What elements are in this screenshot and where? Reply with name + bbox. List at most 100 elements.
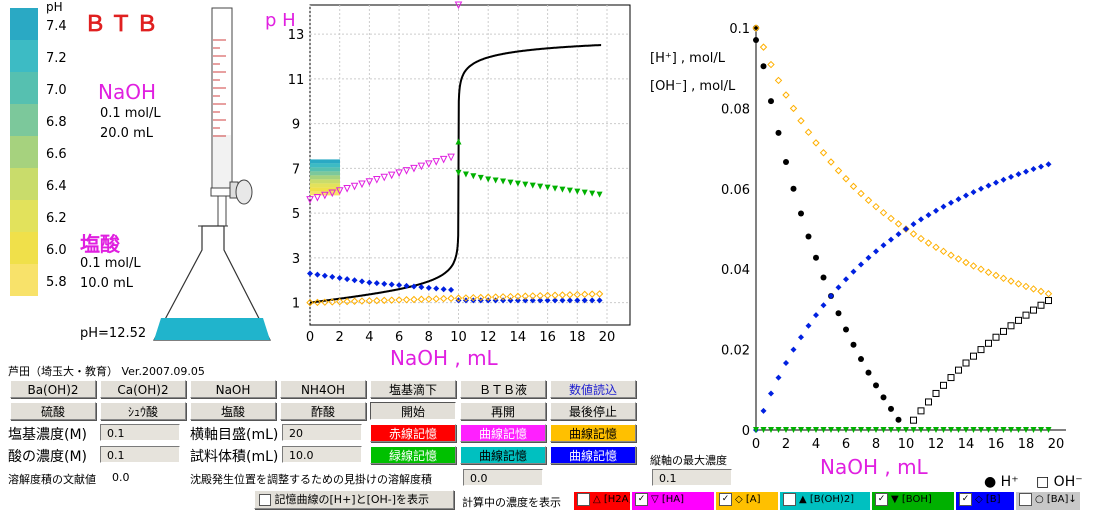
a-marker (410, 295, 418, 304)
boh-marker (873, 427, 879, 433)
a-marker (962, 258, 970, 267)
x-tick-label: 6 (395, 330, 403, 345)
conc-x-axis-label: NaOH , mL (820, 455, 929, 479)
species-checkbox[interactable]: ✓ ◇ [B] (956, 492, 1014, 510)
species-checkbox[interactable]: ○ [BA]↓ (1016, 492, 1080, 510)
y-tick-label: 5 (292, 207, 300, 222)
acid-conc-input[interactable]: 0.1 (100, 446, 180, 463)
b-marker (888, 236, 894, 243)
apparent-ksp-input[interactable]: 0.0 (463, 469, 543, 486)
control-button[interactable]: 最後停止 (550, 402, 636, 420)
analyte-vol: 10.0 mL (80, 276, 133, 291)
equivalence-marker (454, 1, 463, 10)
a-marker (306, 298, 314, 307)
a-marker (558, 291, 567, 299)
oh-marker (940, 381, 947, 389)
b-marker (351, 277, 358, 284)
boh-marker (522, 181, 529, 188)
b-marker (955, 196, 962, 203)
preset-button[interactable]: ＢＴＢ液 (460, 380, 546, 398)
control-button[interactable]: 開始 (370, 402, 456, 420)
memory-curve-button[interactable]: 曲線記憶 (460, 446, 546, 464)
preset-button[interactable]: 数値読込 (550, 380, 636, 398)
checkbox-icon (783, 492, 796, 506)
a-marker (782, 91, 790, 99)
b-marker (858, 261, 864, 268)
control-button[interactable]: ｼｭｳ酸 (100, 402, 186, 420)
control-button[interactable]: 再開 (460, 402, 546, 420)
btb-scale-value: 7.0 (46, 83, 67, 98)
x-tick-label: 6 (842, 437, 850, 452)
b-marker (396, 282, 403, 289)
b-marker (336, 275, 343, 282)
analyte-name: 塩酸 (80, 232, 120, 256)
b-marker (1045, 161, 1052, 168)
a-marker (417, 295, 426, 303)
btb-range-band (310, 171, 340, 176)
boh-marker (574, 188, 581, 195)
h-marker (790, 185, 797, 192)
a-marker (432, 295, 440, 303)
control-button[interactable]: 塩酸 (190, 402, 276, 420)
b-marker (760, 407, 767, 414)
species-checkbox[interactable]: ✓ ▼ [BOH] (872, 492, 954, 510)
x-tick-label: 4 (365, 330, 373, 345)
boh-marker (880, 427, 887, 433)
preset-button[interactable]: Ba(OH)2 (10, 380, 96, 398)
boh-marker (1008, 427, 1014, 433)
h-marker (813, 254, 819, 261)
h-marker (805, 233, 812, 240)
ha-marker (373, 176, 381, 184)
b-marker (307, 270, 313, 277)
control-button[interactable]: 酢酸 (280, 402, 366, 420)
boh-marker (566, 187, 573, 194)
y-tick-label: 0.06 (721, 183, 750, 198)
ph-x-axis-label: NaOH , mL (390, 346, 499, 370)
boh-marker (500, 178, 507, 185)
oh-marker (977, 346, 985, 354)
a-marker (395, 296, 403, 304)
b-marker (581, 297, 588, 304)
boh-marker (760, 427, 767, 433)
sample-label: 試料体積(mL) (190, 449, 279, 465)
b-marker (963, 192, 969, 199)
memory-curve-button[interactable]: 赤線記憶 (370, 424, 456, 442)
boh-marker (925, 427, 932, 433)
ha-marker (424, 160, 433, 168)
ymax-input[interactable]: 0.1 (652, 469, 732, 486)
checkbox-icon: ✓ (635, 492, 648, 506)
calc-conc-label: 計算中の濃度を表示 (462, 496, 561, 509)
preset-button[interactable]: Ca(OH)2 (100, 380, 186, 398)
preset-button[interactable]: 塩基滴下 (370, 380, 456, 398)
boh-marker (805, 427, 812, 433)
x-tick-label: 14 (958, 437, 975, 452)
boh-marker (492, 177, 499, 184)
preset-button[interactable]: NH4OH (280, 380, 366, 398)
h-marker (783, 159, 789, 165)
h-marker (888, 405, 894, 412)
species-checkbox[interactable]: ✓ ▽ [HA] (632, 492, 714, 510)
b-marker (410, 283, 417, 290)
species-checkbox[interactable]: ▲ [B(OH)2] (780, 492, 870, 510)
memory-curve-button[interactable]: 曲線記憶 (550, 446, 636, 464)
oh-marker (932, 389, 940, 397)
sample-input[interactable]: 10.0 (282, 446, 362, 463)
a-marker (767, 60, 775, 69)
base-conc-input[interactable]: 0.1 (100, 424, 180, 441)
preset-button[interactable]: NaOH (190, 380, 276, 398)
memory-curve-button[interactable]: 緑線記憶 (370, 446, 456, 464)
show-memory-checkbox[interactable]: 記憶曲線の[H+]と[OH-]を表示 (254, 490, 454, 509)
a-marker (365, 297, 374, 305)
show-memory-label: 記憶曲線の[H+]と[OH-]を表示 (274, 493, 430, 506)
a-marker (1022, 282, 1030, 291)
memory-curve-button[interactable]: 曲線記憶 (550, 424, 636, 442)
memory-curve-button[interactable]: 曲線記憶 (460, 424, 546, 442)
xdiv-input[interactable]: 20 (282, 424, 362, 441)
a-marker (827, 158, 835, 166)
species-checkbox[interactable]: ✓ ◇ [A] (716, 492, 778, 510)
control-button[interactable]: 硫酸 (10, 402, 96, 420)
boh-marker (1030, 427, 1037, 433)
species-checkbox[interactable]: △ [H2A] (574, 492, 630, 510)
oh-marker (1015, 316, 1022, 324)
ph-curve (309, 44, 602, 304)
